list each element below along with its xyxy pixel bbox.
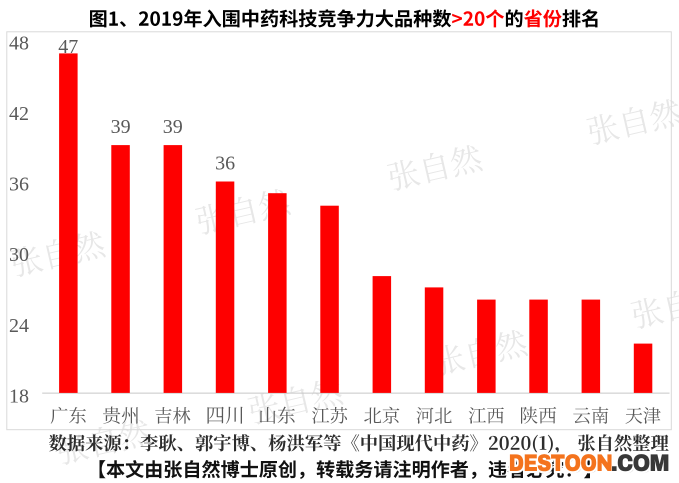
svg-text:18: 18: [9, 385, 29, 407]
svg-text:39: 39: [111, 116, 131, 138]
svg-text:39: 39: [163, 116, 183, 138]
svg-text:36: 36: [9, 174, 29, 196]
svg-text:48: 48: [9, 33, 29, 55]
svg-text:42: 42: [9, 103, 29, 125]
svg-text:36: 36: [215, 152, 235, 174]
svg-text:24: 24: [9, 315, 29, 337]
svg-text:47: 47: [58, 36, 78, 58]
svg-text:30: 30: [9, 244, 29, 266]
